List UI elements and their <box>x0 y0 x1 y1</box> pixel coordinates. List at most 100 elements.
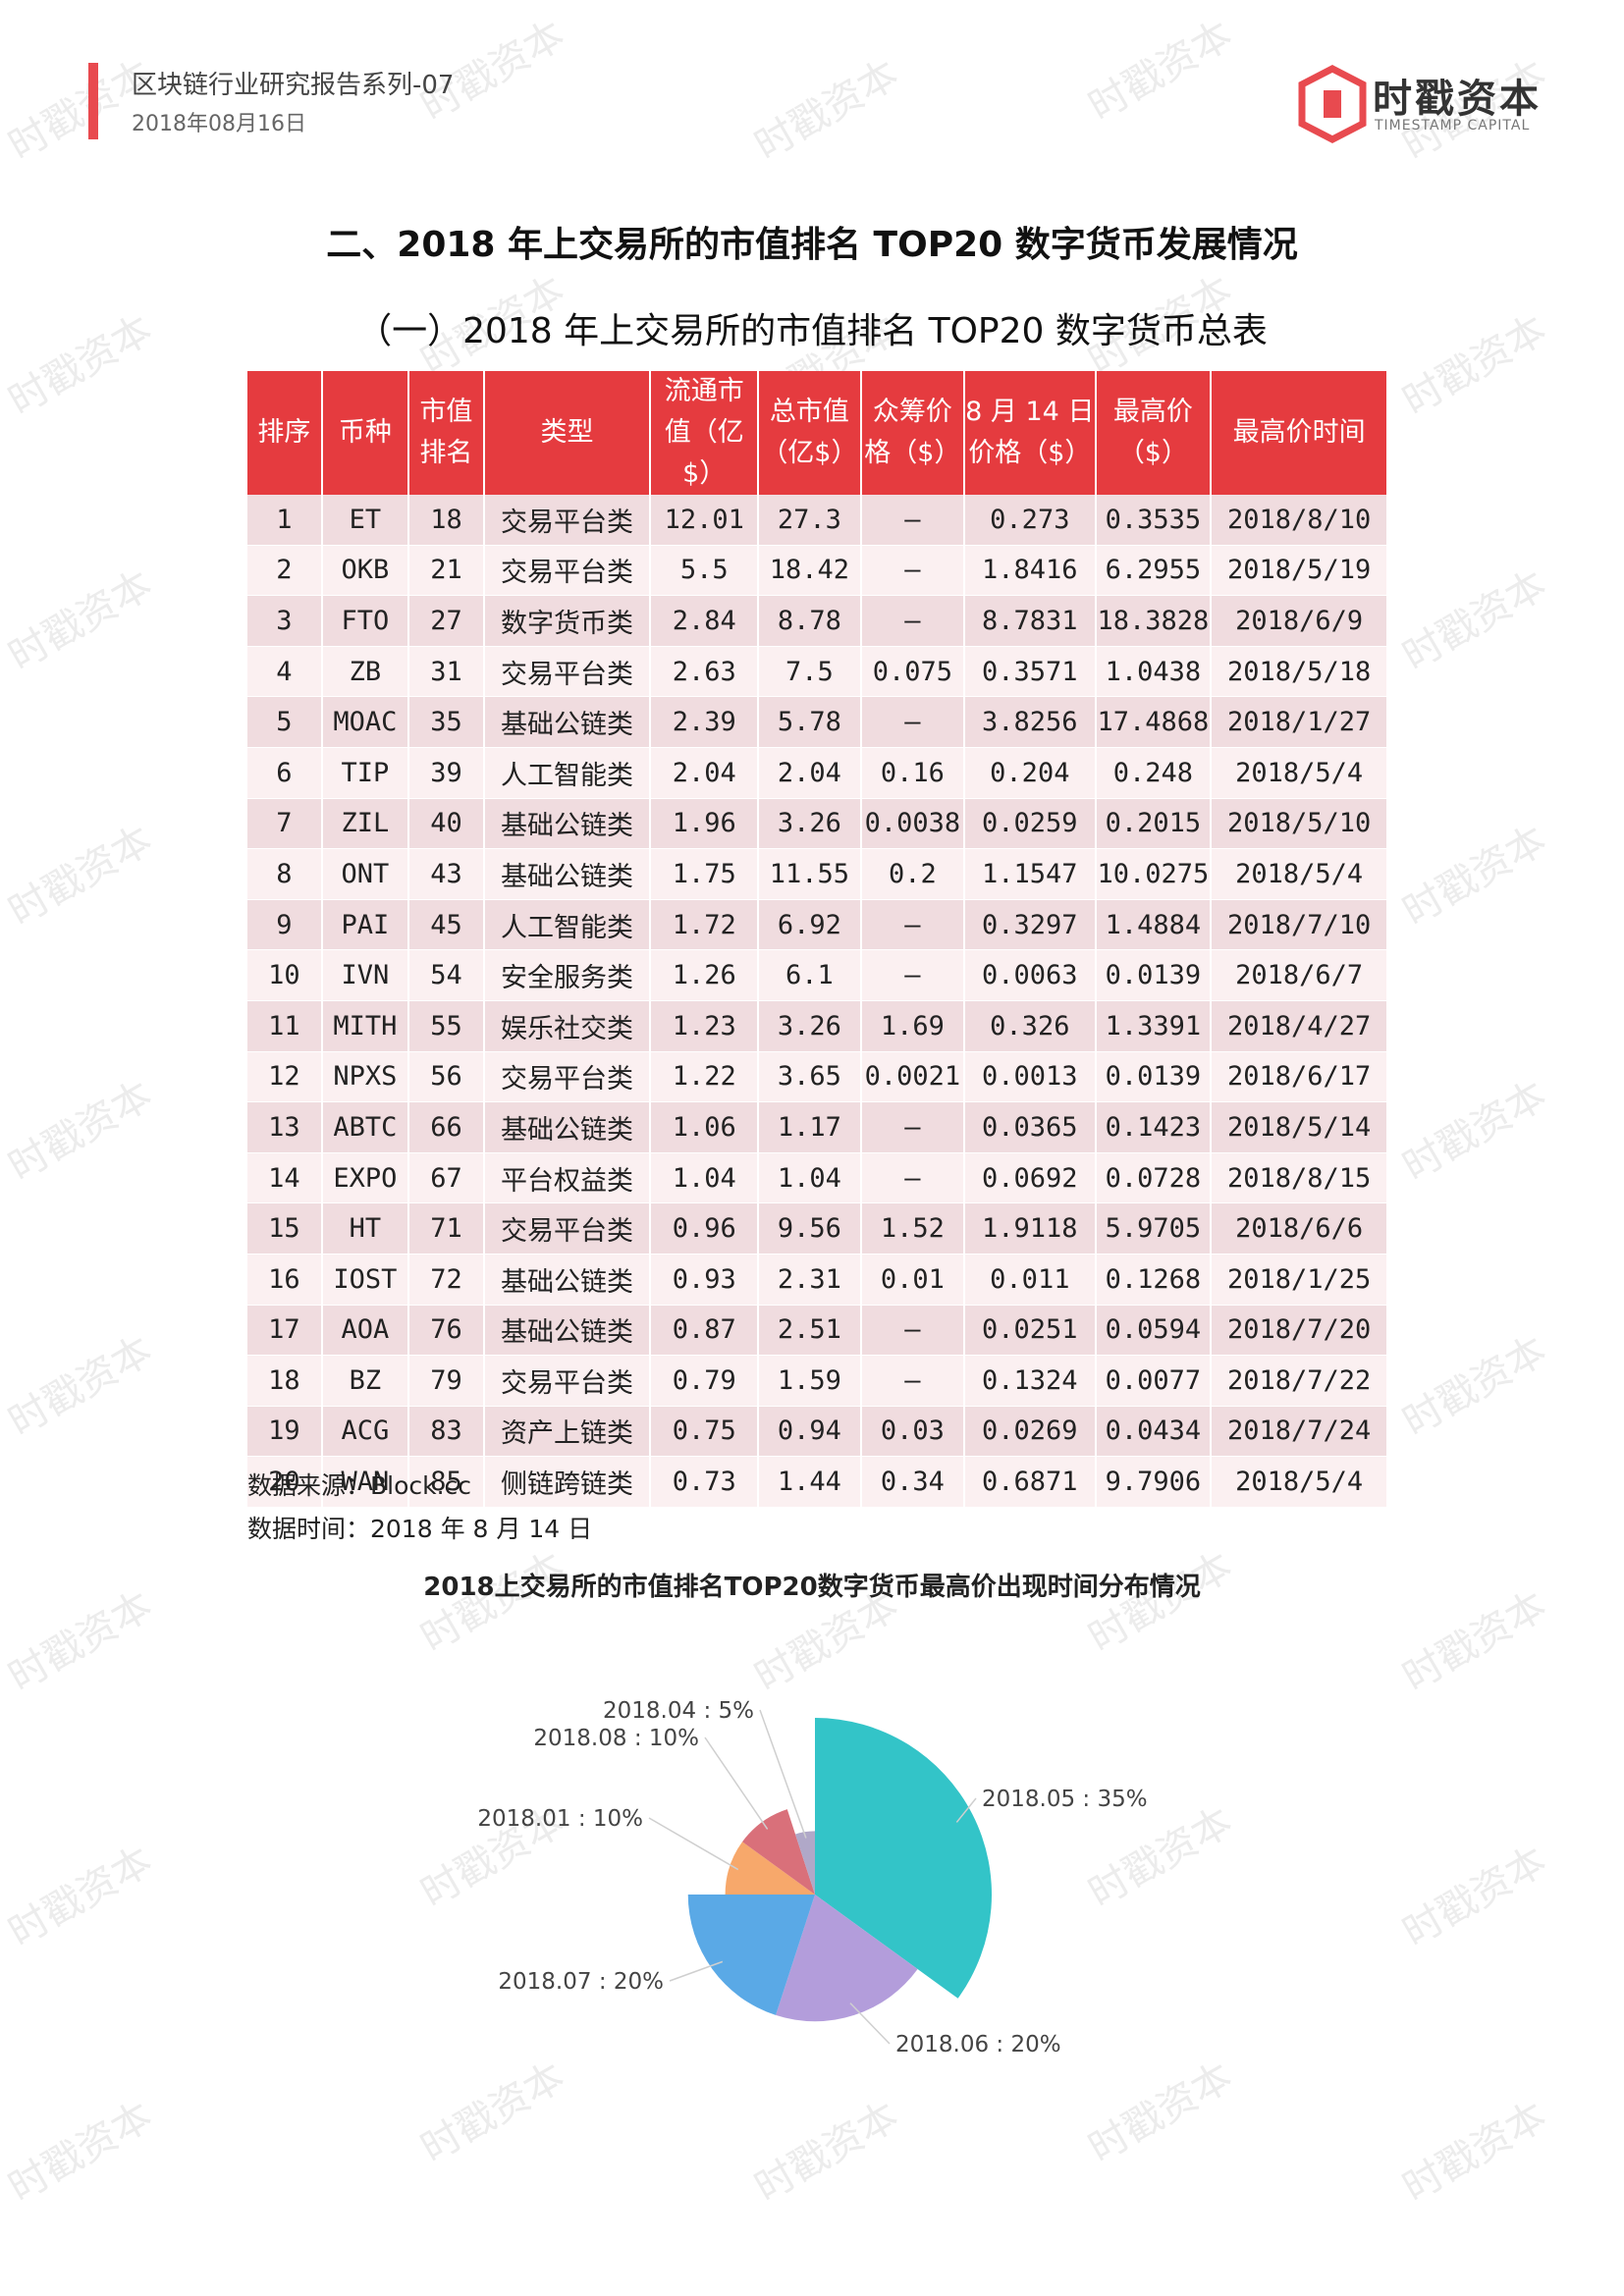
table-cell: 3.26 <box>758 798 862 850</box>
table-cell: 数字货币类 <box>483 595 652 647</box>
header-accent-bar <box>88 63 98 139</box>
watermark-text: 时戳资本 <box>1395 817 1554 935</box>
table-cell: — <box>860 495 966 546</box>
table-header-row: 排序 币种 市值 排名 类型 流通市 值（亿$） 总市值 （亿$） 众筹价 格（$） 8 月 14 日… <box>247 371 1388 495</box>
table-cell: 27.3 <box>758 495 862 546</box>
table-cell: 2018/5/10 <box>1211 798 1388 850</box>
table-cell: 基础公链类 <box>483 1101 652 1153</box>
table-cell: 54 <box>408 949 485 1001</box>
table-cell: 18.42 <box>758 545 862 597</box>
table-cell: 0.0594 <box>1095 1305 1213 1357</box>
table-cell: 2018/7/10 <box>1211 899 1388 951</box>
table-cell: 0.0251 <box>964 1305 1097 1357</box>
table-cell: 1.8416 <box>964 545 1097 597</box>
table-cell: 2018/5/19 <box>1211 545 1388 597</box>
table-cell: 5.5 <box>650 545 760 597</box>
table-cell: 7.5 <box>758 646 862 698</box>
table-cell: PAI <box>321 899 410 951</box>
table-cell: 45 <box>408 899 485 951</box>
table-cell: 交易平台类 <box>483 495 652 546</box>
table-row: 1 ET 18 交易平台类 12.01 27.3—0.273 0.3535 2018/8/10 <box>247 495 1388 546</box>
table-cell: 2018/7/24 <box>1211 1406 1388 1458</box>
company-logo: 时戳资本 TIMESTAMP CAPITAL <box>1298 65 1553 143</box>
pie-label: 2018.05 : 35% <box>982 1787 1148 1812</box>
table-cell: 12.01 <box>650 495 760 546</box>
table-cell: 0.34 <box>860 1456 966 1508</box>
table-cell: 1.0438 <box>1095 646 1213 698</box>
table-cell: 2018/5/14 <box>1211 1101 1388 1153</box>
table-cell: 5.9705 <box>1095 1202 1213 1255</box>
column-header: 最高价 （$） <box>1095 371 1213 495</box>
report-date: 2018年08月16日 <box>132 112 306 136</box>
table-cell: 1.4884 <box>1095 899 1213 951</box>
watermark-text: 时戳资本 <box>1 817 160 935</box>
table-cell: BZ <box>321 1355 410 1407</box>
table-cell: 2018/5/4 <box>1211 1456 1388 1508</box>
table-cell: 交易平台类 <box>483 1051 652 1103</box>
table-row: 20 WAN 85 侧链跨链类 0.73 1.44 0.34 0.6871 9.7906 2018… <box>247 1456 1388 1508</box>
table-cell: 0.73 <box>650 1456 760 1508</box>
table-cell: 0.0038 <box>860 798 966 850</box>
table-cell: — <box>860 1152 966 1204</box>
table-cell: 2018/7/20 <box>1211 1305 1388 1357</box>
table-cell: 72 <box>408 1254 485 1306</box>
table-cell: 2018/5/4 <box>1211 747 1388 799</box>
table-row: 2 OKB 21 交易平台类 5.5 18.42—1.8416 6.2955 2018/5/1… <box>247 545 1388 597</box>
table-cell: 0.204 <box>964 747 1097 799</box>
table-cell: 9.56 <box>758 1202 862 1255</box>
table-cell: 0.94 <box>758 1406 862 1458</box>
table-cell: 21 <box>408 545 485 597</box>
table-cell: 0.2 <box>860 848 966 900</box>
table-cell: 2018/6/9 <box>1211 595 1388 647</box>
table-cell: 1.04 <box>650 1152 760 1204</box>
table-cell: 1.23 <box>650 1000 760 1052</box>
logo-subtitle: TIMESTAMP CAPITAL <box>1375 118 1531 133</box>
table-cell: 2018/1/25 <box>1211 1254 1388 1306</box>
table-cell: 17 <box>247 1305 323 1357</box>
source-note: 数据来源：Block.cc <box>247 1471 472 1500</box>
table-cell: 12 <box>247 1051 323 1103</box>
report-series: 区块链行业研究报告系列-07 <box>132 71 455 100</box>
table-cell: 1.22 <box>650 1051 760 1103</box>
table-cell: 交易平台类 <box>483 646 652 698</box>
table-cell: ONT <box>321 848 410 900</box>
table-cell: — <box>860 1101 966 1153</box>
table-cell: 娱乐社交类 <box>483 1000 652 1052</box>
table-cell: TIP <box>321 747 410 799</box>
table-cell: 18 <box>408 495 485 546</box>
logo-mark-icon <box>1298 65 1367 143</box>
table-cell: 人工智能类 <box>483 747 652 799</box>
table-cell: 67 <box>408 1152 485 1204</box>
table-cell: 资产上链类 <box>483 1406 652 1458</box>
table-cell: 0.96 <box>650 1202 760 1255</box>
table-cell: 16 <box>247 1254 323 1306</box>
watermark-text: 时戳资本 <box>1395 2093 1554 2212</box>
table-cell: 2 <box>247 545 323 597</box>
watermark-text: 时戳资本 <box>1395 1327 1554 1446</box>
table-cell: AOA <box>321 1305 410 1357</box>
table-cell: 2018/6/17 <box>1211 1051 1388 1103</box>
table-row: 12 NPXS 56 交易平台类 1.22 3.65 0.0021 0.0013 0.0139 2… <box>247 1051 1388 1103</box>
column-header: 币种 <box>321 371 410 495</box>
table-cell: 2.04 <box>650 747 760 799</box>
table-cell: 2018/8/15 <box>1211 1152 1388 1204</box>
table-cell: 79 <box>408 1355 485 1407</box>
table-cell: 71 <box>408 1202 485 1255</box>
column-header: 众筹价 格（$） <box>860 371 966 495</box>
table-cell: 6 <box>247 747 323 799</box>
table-cell: 56 <box>408 1051 485 1103</box>
column-header: 类型 <box>483 371 652 495</box>
table-cell: 1.3391 <box>1095 1000 1213 1052</box>
table-cell: ZIL <box>321 798 410 850</box>
table-cell: 0.03 <box>860 1406 966 1458</box>
table-row: 14 EXPO 67 平台权益类 1.04 1.04—0.0692 0.0728 2018/8… <box>247 1152 1388 1204</box>
table-cell: 9.7906 <box>1095 1456 1213 1508</box>
table-cell: 2018/4/27 <box>1211 1000 1388 1052</box>
table-cell: 1 <box>247 495 323 546</box>
table-cell: 0.93 <box>650 1254 760 1306</box>
table-cell: 1.17 <box>758 1101 862 1153</box>
table-cell: 0.0365 <box>964 1101 1097 1153</box>
table-cell: 基础公链类 <box>483 696 652 748</box>
table-cell: WAN <box>321 1456 410 1508</box>
table-cell: 2.84 <box>650 595 760 647</box>
